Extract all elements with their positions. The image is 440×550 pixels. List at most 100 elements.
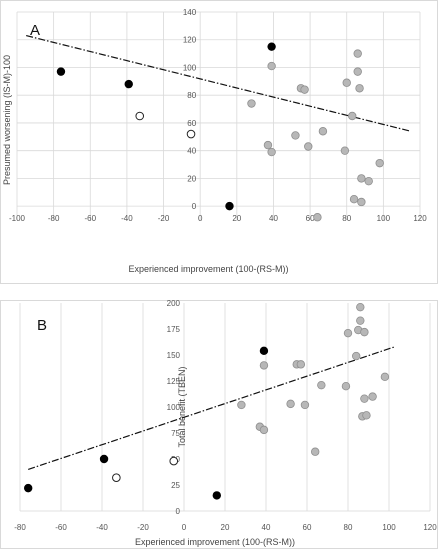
panel-b-y-tick-label: 0 xyxy=(176,507,181,516)
panel-b-gray-point xyxy=(368,392,377,401)
panel-b-gray-point xyxy=(300,400,310,410)
panel-a-y-tick-label: 140 xyxy=(183,8,197,17)
panel-b-black-point xyxy=(259,346,269,356)
panel-b-x-tick-label: -20 xyxy=(137,523,149,532)
panel-b-y-tick-label: 150 xyxy=(167,351,181,360)
panel-b-x-tick-label: 20 xyxy=(221,523,230,532)
panel-b-gray-point xyxy=(360,327,369,337)
panel-b-gray-point xyxy=(356,302,365,312)
panel-a-gray-point xyxy=(300,85,309,94)
panel-b-gray-point xyxy=(352,351,361,361)
panel-a-y-tick-label: 40 xyxy=(187,147,196,156)
panel-a-frame xyxy=(0,0,438,284)
panel-b-open-point xyxy=(169,456,179,466)
panel-a-y-axis-title: Presumed worsening (IS-M)-100 xyxy=(2,55,12,185)
panel-a-x-tick-label: 40 xyxy=(269,214,278,223)
panel-b-y-tick-label: 75 xyxy=(171,429,180,438)
panel-a-x-tick-label: -100 xyxy=(9,214,26,223)
panel-b-x-tick-label: -40 xyxy=(96,523,108,532)
panel-a-open-point xyxy=(135,111,145,121)
panel-b-frame xyxy=(0,300,438,549)
panel-b-gray-point xyxy=(362,411,371,420)
panel-b-y-tick-label: 175 xyxy=(167,325,181,334)
panel-a-gray-point xyxy=(342,78,351,87)
panel-b-gray-point xyxy=(360,394,369,403)
panel-a-black-point xyxy=(124,79,133,89)
panel-a-x-tick-label: -20 xyxy=(158,214,170,223)
panel-b-y-tick-label: 200 xyxy=(167,299,181,308)
panel-a-trendline xyxy=(26,34,411,132)
panel-a-y-tick-label: 80 xyxy=(187,91,196,100)
panel-b-x-tick-label: -60 xyxy=(55,523,67,532)
panel-b-gray-point xyxy=(341,382,351,391)
panel-a-gray-point xyxy=(355,84,364,93)
panel-a-gray-point xyxy=(263,140,273,150)
panel-a-x-tick-label: -40 xyxy=(121,214,133,223)
panel-a-gray-point xyxy=(357,197,366,207)
panel-a-x-tick-label: -60 xyxy=(84,214,96,223)
panel-a-y-tick-label: 60 xyxy=(187,119,196,128)
panel-a-gray-point xyxy=(364,176,373,186)
panel-a-black-point xyxy=(267,42,276,51)
panel-a-y-tick-label: 20 xyxy=(187,174,196,183)
panel-a-gray-point xyxy=(304,142,313,151)
panel-b-y-axis-title: Total benefit (TBEN) xyxy=(177,366,187,447)
panel-a-gray-point xyxy=(267,147,276,157)
panel-b-gray-point xyxy=(317,380,326,390)
panel-a-gray-point xyxy=(353,49,362,58)
panel-b-y-tick-label: 125 xyxy=(167,377,181,386)
panel-a-gray-point xyxy=(267,61,276,71)
panel-b-x-tick-label: 40 xyxy=(262,523,271,532)
panel-a-chart: -100 -80 -60 -40 -20 0 20 40 60 80 100 120 0 20 40 60 80… xyxy=(0,0,438,284)
panel-b-x-tick-label: 100 xyxy=(382,523,396,532)
panel-b-x-axis-title: Experienced improvement (100-(RS-M)) xyxy=(135,537,295,547)
panel-a-y-tick-label: 100 xyxy=(183,63,197,72)
panel-b-trendline xyxy=(28,346,396,470)
panel-a-y-tick-label: 120 xyxy=(183,36,197,45)
panel-a-y-tick-label: 0 xyxy=(192,202,197,211)
panel-b-black-point xyxy=(99,454,109,464)
panel-b-gray-point xyxy=(286,399,295,409)
panel-a-gray-point xyxy=(353,67,362,76)
panel-a-x-tick-label: 120 xyxy=(413,214,427,223)
panel-a-x-tick-label: 100 xyxy=(377,214,391,223)
panel-b-gray-point xyxy=(380,372,390,382)
panel-a-x-axis-title: Experienced improvement (100-(RS-M)) xyxy=(128,264,288,274)
panel-a-x-tick-label: 20 xyxy=(232,214,241,223)
panel-a-black-point xyxy=(225,201,234,211)
panel-a-x-tick-label: 80 xyxy=(342,214,351,223)
panel-a-open-point xyxy=(186,129,196,139)
panel-b-y-tick-label: 25 xyxy=(171,481,180,490)
panel-a-gray-point xyxy=(291,131,300,140)
panel-b-chart: -80-60-40-200204060801001200255075100125… xyxy=(0,299,438,549)
panel-a-x-tick-label: -80 xyxy=(48,214,60,223)
panel-a-gray-point xyxy=(349,194,359,204)
panel-b-gray-point xyxy=(296,360,306,369)
panel-b-gray-point xyxy=(311,447,320,456)
panel-b-panel-label: B xyxy=(37,317,47,334)
panel-b-black-point xyxy=(212,491,221,500)
panel-b-x-tick-label: 0 xyxy=(182,523,187,532)
panel-a-gray-point xyxy=(375,158,384,168)
panel-a-gray-point xyxy=(247,99,256,108)
panel-b-x-tick-label: -80 xyxy=(14,523,26,532)
panel-a-gray-point xyxy=(340,146,350,155)
panel-b-open-point xyxy=(112,473,121,483)
panel-b-y-tick-label: 100 xyxy=(167,403,181,412)
panel-a-gray-point xyxy=(313,213,322,222)
panel-a-x-tick-label: 0 xyxy=(198,214,203,223)
panel-a-black-point xyxy=(56,67,66,76)
panel-b-gray-point xyxy=(356,316,365,325)
panel-b-gray-point xyxy=(259,361,269,370)
panel-a-panel-label: A xyxy=(30,22,40,39)
panel-b-x-tick-label: 120 xyxy=(423,523,437,532)
panel-b-x-tick-label: 80 xyxy=(344,523,353,532)
panel-b-x-tick-label: 60 xyxy=(303,523,312,532)
panel-b-gray-point xyxy=(237,400,246,410)
panel-a-gray-point xyxy=(318,127,328,136)
panel-b-black-point xyxy=(24,483,33,493)
panel-a-gray-point xyxy=(357,174,366,183)
panel-b-gray-point xyxy=(343,328,353,338)
panel-a-x-tick-label: 60 xyxy=(306,214,315,223)
